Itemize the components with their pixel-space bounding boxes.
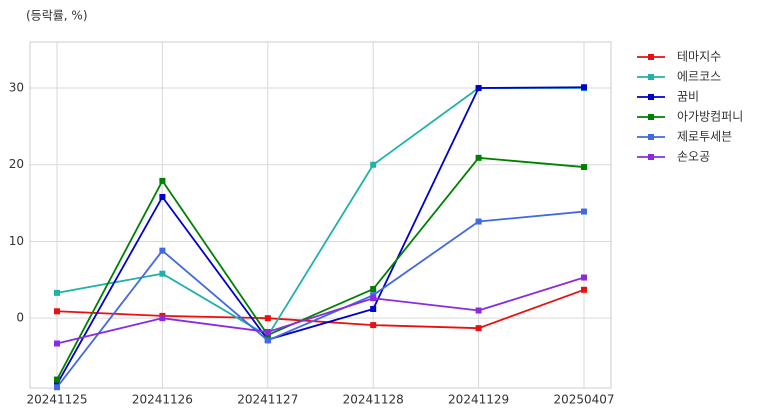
- x-tick-label: 20250407: [553, 393, 614, 407]
- legend-marker: [648, 54, 654, 60]
- data-point: [54, 340, 60, 347]
- data-point: [475, 154, 482, 161]
- legend-marker: [648, 134, 654, 140]
- data-point: [581, 164, 587, 171]
- data-point: [581, 84, 587, 91]
- data-point: [54, 376, 60, 383]
- data-point: [264, 337, 271, 344]
- data-point: [370, 161, 377, 168]
- y-tick-label: 30: [9, 81, 24, 95]
- y-tick-label: 0: [16, 311, 24, 325]
- series-line: [56, 87, 584, 338]
- series-line: [56, 156, 585, 380]
- y-tick-label: 10: [9, 234, 24, 248]
- legend-marker: [648, 114, 654, 120]
- data-point: [54, 289, 60, 296]
- legend-marker: [648, 94, 654, 100]
- data-point: [159, 270, 166, 277]
- x-tick-label: 20241128: [343, 393, 404, 407]
- y-tick-label: 20: [9, 157, 24, 171]
- data-point: [475, 325, 482, 332]
- data-point: [54, 384, 60, 391]
- legend-label: 손오공: [677, 150, 710, 164]
- data-point: [264, 332, 271, 339]
- x-tick-label: 20241127: [237, 393, 298, 407]
- data-point: [264, 328, 271, 335]
- legend-label: 아가방컴퍼니: [677, 110, 743, 124]
- x-tick-label: 20241125: [26, 393, 87, 407]
- data-point: [475, 307, 482, 314]
- data-point: [264, 315, 271, 322]
- data-point: [370, 295, 377, 302]
- plot-frame: [29, 41, 612, 389]
- series-line: [56, 210, 585, 388]
- legend-label: 꿈비: [677, 90, 699, 104]
- data-point: [370, 292, 377, 299]
- legend-label: 테마지수: [677, 50, 721, 64]
- series-line: [56, 86, 585, 385]
- data-point: [159, 177, 166, 184]
- data-point: [159, 193, 166, 200]
- data-point: [370, 305, 377, 312]
- data-point: [475, 218, 482, 225]
- y-axis-label: (등락률, %): [26, 9, 88, 23]
- series-line: [56, 276, 585, 345]
- data-point: [54, 308, 60, 315]
- legend-label: 제로투세븐: [677, 130, 732, 144]
- legend-marker: [648, 154, 654, 160]
- x-tick-label: 20241126: [132, 393, 193, 407]
- data-point: [54, 381, 60, 388]
- data-point: [581, 286, 587, 293]
- series-line: [56, 288, 585, 330]
- data-point: [581, 208, 587, 215]
- data-point: [475, 85, 482, 92]
- legend-label: 에르코스: [677, 70, 721, 84]
- data-point: [159, 247, 166, 254]
- data-point: [370, 322, 377, 329]
- data-point: [581, 274, 587, 281]
- legend-marker: [648, 74, 654, 80]
- x-tick-label: 20241129: [448, 393, 509, 407]
- data-point: [370, 286, 377, 293]
- data-point: [159, 315, 166, 322]
